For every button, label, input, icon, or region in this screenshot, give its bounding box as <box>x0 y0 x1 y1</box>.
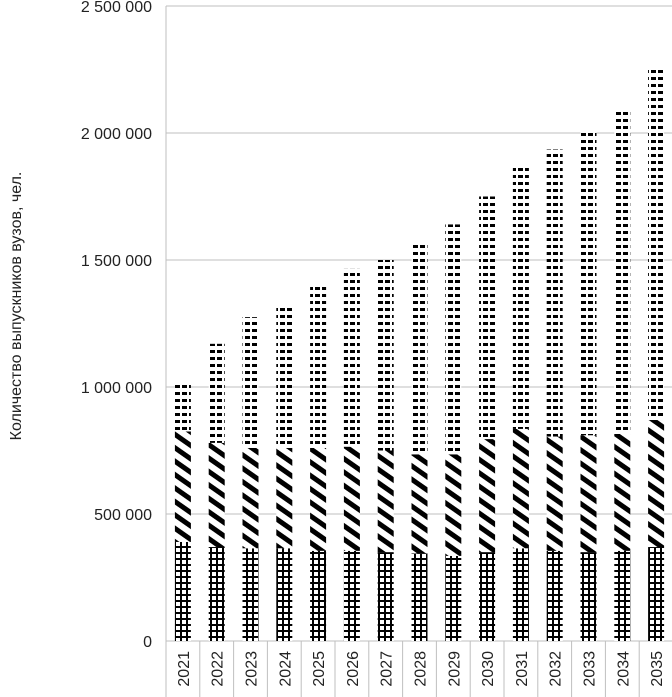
bar-2025-segment-2 <box>310 447 327 551</box>
bar-2027-segment-2 <box>377 450 394 553</box>
bar-2030-segment-1 <box>479 552 496 641</box>
bar-2032-segment-3 <box>546 149 563 437</box>
bar-2024-segment-3 <box>276 305 293 448</box>
bar-2030-segment-3 <box>479 196 496 440</box>
x-tick-label: 2034 <box>615 651 632 687</box>
bars <box>174 69 665 641</box>
x-axis-tick-labels: 2021 2022 2023 2024 2025 2026 2027 2028 2029 2030… <box>176 651 666 687</box>
x-tick-label: 2029 <box>446 651 463 687</box>
x-tick-label: 2031 <box>514 651 531 687</box>
bar-2032-segment-2 <box>546 436 563 551</box>
bar-2026-segment-2 <box>343 446 360 551</box>
bar-2026-segment-1 <box>343 550 360 641</box>
bar-2031-segment-3 <box>512 164 529 429</box>
bar-2023-segment-3 <box>242 317 259 448</box>
bar-2029-segment-2 <box>445 454 462 556</box>
x-tick-label: 2035 <box>649 651 666 687</box>
x-tick-label: 2025 <box>311 651 328 687</box>
bar-2035-segment-1 <box>648 547 665 641</box>
bar-2035-segment-3 <box>648 69 665 421</box>
bar-2025-segment-3 <box>310 285 327 448</box>
bar-2030-segment-2 <box>479 439 496 553</box>
y-tick-label: 1 000 000 <box>81 380 152 397</box>
x-tick-label: 2033 <box>582 651 599 687</box>
bar-2028-segment-3 <box>411 244 428 455</box>
x-tick-label: 2028 <box>413 651 430 687</box>
bar-2022-segment-1 <box>208 547 225 641</box>
bar-2021-segment-1 <box>174 541 191 641</box>
bar-2028-segment-2 <box>411 454 428 554</box>
bar-2027-segment-1 <box>377 552 394 641</box>
x-tick-label: 2030 <box>480 651 497 687</box>
bar-2031-segment-1 <box>512 548 529 641</box>
bar-2022-segment-2 <box>208 442 225 548</box>
bar-2027-segment-3 <box>377 260 394 451</box>
bar-2033-segment-3 <box>580 129 597 436</box>
y-axis-title: Количество выпускников вузов, чел. <box>8 172 25 441</box>
bar-2029-segment-3 <box>445 224 462 455</box>
bar-2034-segment-3 <box>614 110 631 434</box>
bar-2034-segment-2 <box>614 433 631 551</box>
bar-2021-segment-2 <box>174 431 191 542</box>
x-tick-label: 2022 <box>210 651 227 687</box>
y-tick-label: 2 000 000 <box>81 126 152 143</box>
x-tick-label: 2026 <box>345 651 362 687</box>
x-tick-label: 2021 <box>176 651 193 687</box>
y-tick-label: 1 500 000 <box>81 253 152 270</box>
bar-2033-segment-1 <box>580 552 597 641</box>
bar-2024-segment-2 <box>276 447 293 549</box>
x-tick-label: 2027 <box>379 651 396 687</box>
bar-2023-segment-1 <box>242 548 259 641</box>
bar-2031-segment-2 <box>512 428 529 549</box>
bar-2024-segment-1 <box>276 548 293 641</box>
bar-2023-segment-2 <box>242 447 259 549</box>
bar-2034-segment-1 <box>614 550 631 641</box>
y-axis-tick-labels: 0 500 000 1 000 000 1 500 000 2 000 000 2 500… <box>81 0 152 651</box>
x-tick-label: 2032 <box>548 651 565 687</box>
y-tick-label: 0 <box>143 634 152 651</box>
y-tick-label: 2 500 000 <box>81 0 152 16</box>
bar-2032-segment-1 <box>546 550 563 641</box>
x-tick-label: 2023 <box>244 651 261 687</box>
bar-2025-segment-1 <box>310 550 327 641</box>
x-tick-label: 2024 <box>277 651 294 687</box>
bar-2021-segment-3 <box>174 384 191 432</box>
bar-2026-segment-3 <box>343 268 360 447</box>
bar-2029-segment-1 <box>445 555 462 641</box>
bar-2028-segment-1 <box>411 553 428 641</box>
bar-2022-segment-3 <box>208 343 225 443</box>
bar-2035-segment-2 <box>648 420 665 548</box>
bar-2033-segment-2 <box>580 435 597 553</box>
y-tick-label: 500 000 <box>94 507 152 524</box>
